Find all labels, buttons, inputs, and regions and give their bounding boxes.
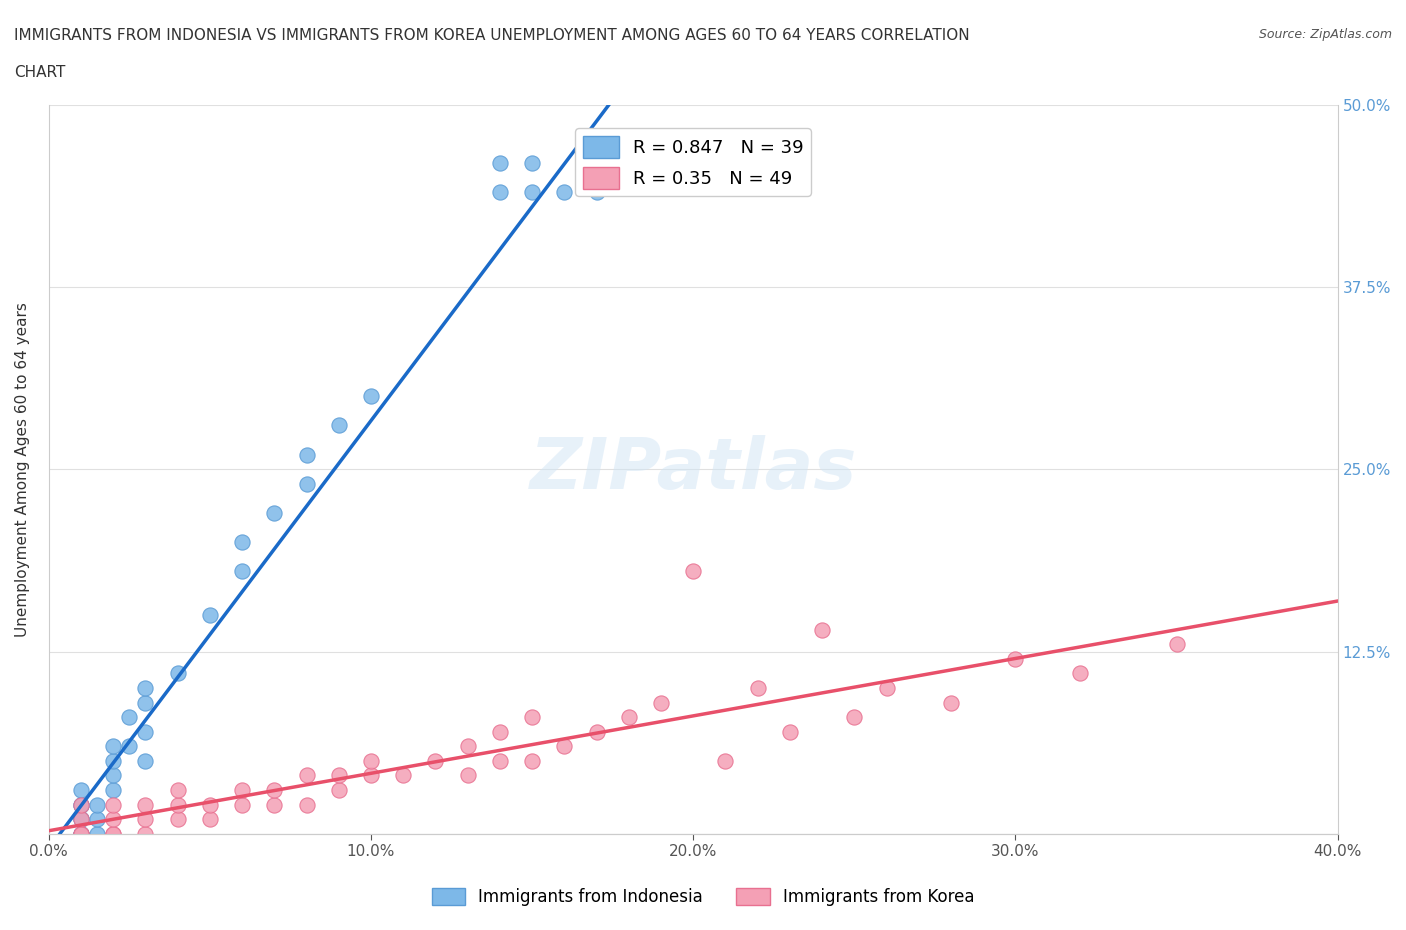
Immigrants from Korea xyxy=(425,753,447,768)
Immigrants from Indonesia xyxy=(70,812,93,827)
Immigrants from Korea xyxy=(392,768,415,783)
Immigrants from Indonesia xyxy=(70,783,93,798)
Legend: Immigrants from Indonesia, Immigrants from Korea: Immigrants from Indonesia, Immigrants fr… xyxy=(425,881,981,912)
Immigrants from Indonesia xyxy=(231,564,253,578)
Immigrants from Indonesia xyxy=(489,155,512,170)
Immigrants from Korea xyxy=(714,753,737,768)
Immigrants from Korea xyxy=(939,695,962,710)
Immigrants from Korea xyxy=(103,812,125,827)
Immigrants from Indonesia xyxy=(520,155,543,170)
Immigrants from Korea xyxy=(70,827,93,842)
Immigrants from Indonesia xyxy=(134,695,156,710)
Immigrants from Korea xyxy=(263,783,285,798)
Immigrants from Indonesia xyxy=(86,827,108,842)
Immigrants from Indonesia xyxy=(263,506,285,521)
Text: ZIPatlas: ZIPatlas xyxy=(530,434,856,504)
Immigrants from Indonesia xyxy=(70,812,93,827)
Immigrants from Korea xyxy=(747,681,769,696)
Immigrants from Korea xyxy=(231,797,253,812)
Immigrants from Indonesia xyxy=(295,447,318,462)
Immigrants from Korea xyxy=(166,812,188,827)
Immigrants from Korea xyxy=(617,710,640,724)
Immigrants from Indonesia xyxy=(118,710,141,724)
Immigrants from Korea xyxy=(1004,651,1026,666)
Immigrants from Korea xyxy=(650,695,672,710)
Immigrants from Korea xyxy=(103,827,125,842)
Immigrants from Korea xyxy=(360,753,382,768)
Immigrants from Korea xyxy=(328,783,350,798)
Immigrants from Korea xyxy=(489,724,512,739)
Immigrants from Korea xyxy=(457,738,479,753)
Immigrants from Indonesia xyxy=(118,738,141,753)
Immigrants from Korea xyxy=(70,797,93,812)
Immigrants from Korea xyxy=(489,753,512,768)
Immigrants from Indonesia xyxy=(489,185,512,200)
Immigrants from Korea xyxy=(263,797,285,812)
Immigrants from Korea xyxy=(103,797,125,812)
Immigrants from Indonesia xyxy=(231,535,253,550)
Immigrants from Indonesia xyxy=(585,185,607,200)
Immigrants from Korea xyxy=(553,738,575,753)
Legend: R = 0.847   N = 39, R = 0.35   N = 49: R = 0.847 N = 39, R = 0.35 N = 49 xyxy=(575,128,811,196)
Immigrants from Korea xyxy=(328,768,350,783)
Immigrants from Korea xyxy=(360,768,382,783)
Immigrants from Korea xyxy=(844,710,866,724)
Text: CHART: CHART xyxy=(14,65,66,80)
Immigrants from Korea xyxy=(70,827,93,842)
Immigrants from Korea xyxy=(295,768,318,783)
Immigrants from Korea xyxy=(166,797,188,812)
Immigrants from Indonesia xyxy=(86,797,108,812)
Immigrants from Indonesia xyxy=(103,783,125,798)
Immigrants from Korea xyxy=(134,812,156,827)
Immigrants from Indonesia xyxy=(70,827,93,842)
Immigrants from Korea xyxy=(457,768,479,783)
Immigrants from Korea xyxy=(876,681,898,696)
Text: Source: ZipAtlas.com: Source: ZipAtlas.com xyxy=(1258,28,1392,41)
Immigrants from Indonesia xyxy=(617,155,640,170)
Immigrants from Indonesia xyxy=(103,753,125,768)
Immigrants from Indonesia xyxy=(134,724,156,739)
Immigrants from Korea xyxy=(198,797,221,812)
Immigrants from Indonesia xyxy=(86,812,108,827)
Immigrants from Indonesia xyxy=(103,768,125,783)
Immigrants from Korea xyxy=(1069,666,1091,681)
Immigrants from Indonesia xyxy=(134,681,156,696)
Immigrants from Korea xyxy=(198,812,221,827)
Immigrants from Indonesia xyxy=(360,389,382,404)
Immigrants from Indonesia xyxy=(520,185,543,200)
Immigrants from Korea xyxy=(166,783,188,798)
Immigrants from Korea xyxy=(520,710,543,724)
Immigrants from Korea xyxy=(811,622,834,637)
Immigrants from Indonesia xyxy=(166,666,188,681)
Immigrants from Korea xyxy=(103,827,125,842)
Y-axis label: Unemployment Among Ages 60 to 64 years: Unemployment Among Ages 60 to 64 years xyxy=(15,302,30,637)
Immigrants from Korea xyxy=(682,564,704,578)
Immigrants from Indonesia xyxy=(70,827,93,842)
Immigrants from Korea xyxy=(231,783,253,798)
Immigrants from Indonesia xyxy=(553,185,575,200)
Immigrants from Indonesia xyxy=(70,797,93,812)
Immigrants from Korea xyxy=(70,812,93,827)
Immigrants from Indonesia xyxy=(103,738,125,753)
Immigrants from Korea xyxy=(1166,637,1188,652)
Immigrants from Korea xyxy=(134,827,156,842)
Immigrants from Korea xyxy=(134,797,156,812)
Immigrants from Indonesia xyxy=(295,476,318,491)
Immigrants from Korea xyxy=(585,724,607,739)
Immigrants from Indonesia xyxy=(328,418,350,433)
Immigrants from Indonesia xyxy=(585,155,607,170)
Immigrants from Indonesia xyxy=(198,607,221,622)
Text: IMMIGRANTS FROM INDONESIA VS IMMIGRANTS FROM KOREA UNEMPLOYMENT AMONG AGES 60 TO: IMMIGRANTS FROM INDONESIA VS IMMIGRANTS … xyxy=(14,28,970,43)
Immigrants from Korea xyxy=(520,753,543,768)
Immigrants from Korea xyxy=(779,724,801,739)
Immigrants from Indonesia xyxy=(134,753,156,768)
Immigrants from Indonesia xyxy=(70,797,93,812)
Immigrants from Indonesia xyxy=(585,155,607,170)
Immigrants from Korea xyxy=(295,797,318,812)
Immigrants from Indonesia xyxy=(70,827,93,842)
